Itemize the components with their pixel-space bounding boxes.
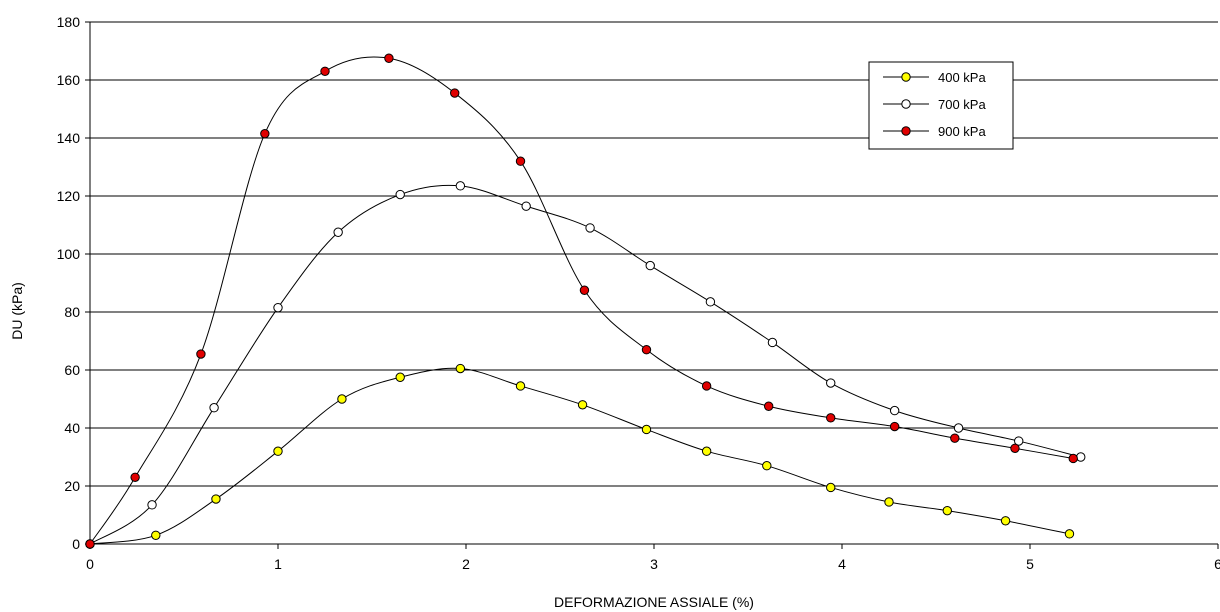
data-point bbox=[1064, 529, 1075, 539]
y-tick-label: 140 bbox=[57, 130, 81, 146]
data-point bbox=[333, 227, 343, 237]
data-point bbox=[826, 378, 836, 388]
y-tick-label: 80 bbox=[64, 304, 80, 320]
data-point bbox=[455, 181, 466, 191]
legend-label: 700 kPa bbox=[938, 97, 986, 112]
data-point bbox=[701, 381, 712, 391]
legend-label: 400 kPa bbox=[938, 70, 986, 85]
x-tick-label: 6 bbox=[1214, 556, 1220, 572]
data-point bbox=[395, 372, 405, 382]
series-line bbox=[89, 184, 1081, 545]
data-point bbox=[209, 403, 219, 413]
data-point bbox=[455, 363, 466, 374]
data-point bbox=[884, 497, 894, 507]
data-point bbox=[320, 66, 330, 77]
data-point bbox=[337, 394, 347, 404]
data-point bbox=[211, 494, 221, 504]
data-point bbox=[763, 401, 774, 411]
legend-marker bbox=[901, 126, 911, 136]
data-point bbox=[273, 446, 283, 456]
data-point bbox=[767, 337, 778, 348]
data-point bbox=[260, 128, 270, 139]
y-tick-label: 60 bbox=[64, 362, 80, 378]
legend: 400 kPa 700 kPa 900 kPa bbox=[868, 61, 1014, 150]
y-tick-label: 100 bbox=[57, 246, 81, 262]
data-point bbox=[521, 201, 531, 211]
data-point bbox=[826, 413, 836, 423]
data-point bbox=[705, 297, 716, 307]
data-point bbox=[953, 423, 964, 433]
legend-marker bbox=[901, 72, 911, 82]
series-line bbox=[89, 367, 1070, 545]
series-900-kpa bbox=[85, 53, 1078, 549]
data-point bbox=[762, 461, 772, 471]
data-point bbox=[641, 424, 652, 435]
data-point bbox=[585, 223, 595, 233]
data-point bbox=[130, 472, 140, 482]
data-point bbox=[395, 189, 405, 200]
series-700-kpa bbox=[85, 181, 1086, 549]
y-tick-label: 180 bbox=[57, 14, 81, 30]
data-point bbox=[515, 156, 526, 166]
data-point bbox=[577, 400, 588, 410]
x-tick-label: 5 bbox=[1026, 556, 1034, 572]
data-point bbox=[950, 433, 960, 443]
data-point bbox=[151, 530, 161, 540]
y-tick-label: 20 bbox=[64, 478, 80, 494]
y-tick-label: 40 bbox=[64, 420, 80, 436]
data-point bbox=[515, 381, 526, 391]
gridlines bbox=[90, 21, 1218, 487]
y-tick-label: 120 bbox=[57, 188, 81, 204]
x-tick-label: 1 bbox=[274, 556, 282, 572]
data-point bbox=[450, 88, 460, 98]
y-tick-label: 0 bbox=[72, 536, 80, 552]
data-point bbox=[701, 446, 712, 456]
x-tick-label: 0 bbox=[86, 556, 94, 572]
x-tick-label: 2 bbox=[462, 556, 470, 572]
data-point bbox=[579, 285, 590, 295]
series-400-kpa bbox=[85, 363, 1075, 549]
data-point bbox=[1010, 443, 1020, 453]
data-point bbox=[1068, 453, 1078, 464]
data-point bbox=[273, 302, 283, 313]
data-point bbox=[645, 260, 655, 271]
data-point bbox=[196, 349, 206, 359]
series-group bbox=[85, 53, 1086, 549]
y-axis-title: DU (kPa) bbox=[9, 282, 25, 340]
x-tick-label: 3 bbox=[650, 556, 658, 572]
data-point bbox=[147, 500, 157, 510]
data-point bbox=[1000, 516, 1011, 526]
legend-marker bbox=[901, 99, 911, 109]
data-point bbox=[1014, 436, 1024, 446]
data-point bbox=[889, 405, 900, 416]
data-point bbox=[889, 421, 900, 432]
data-point bbox=[85, 539, 95, 549]
x-tick-label: 4 bbox=[838, 556, 846, 572]
data-point bbox=[942, 505, 952, 516]
y-tick-label: 160 bbox=[57, 72, 81, 88]
tick-labels: 0 20 40 60 80 100 120 140 160 180 0 1 2 3 4 5 6 bbox=[57, 14, 1220, 572]
data-point bbox=[641, 345, 652, 355]
x-axis-title: DEFORMAZIONE ASSIALE (%) bbox=[554, 594, 754, 610]
legend-label: 900 kPa bbox=[938, 124, 986, 139]
data-point bbox=[1076, 452, 1086, 462]
data-point bbox=[826, 482, 836, 493]
data-point bbox=[384, 53, 394, 63]
axes bbox=[85, 21, 1219, 549]
